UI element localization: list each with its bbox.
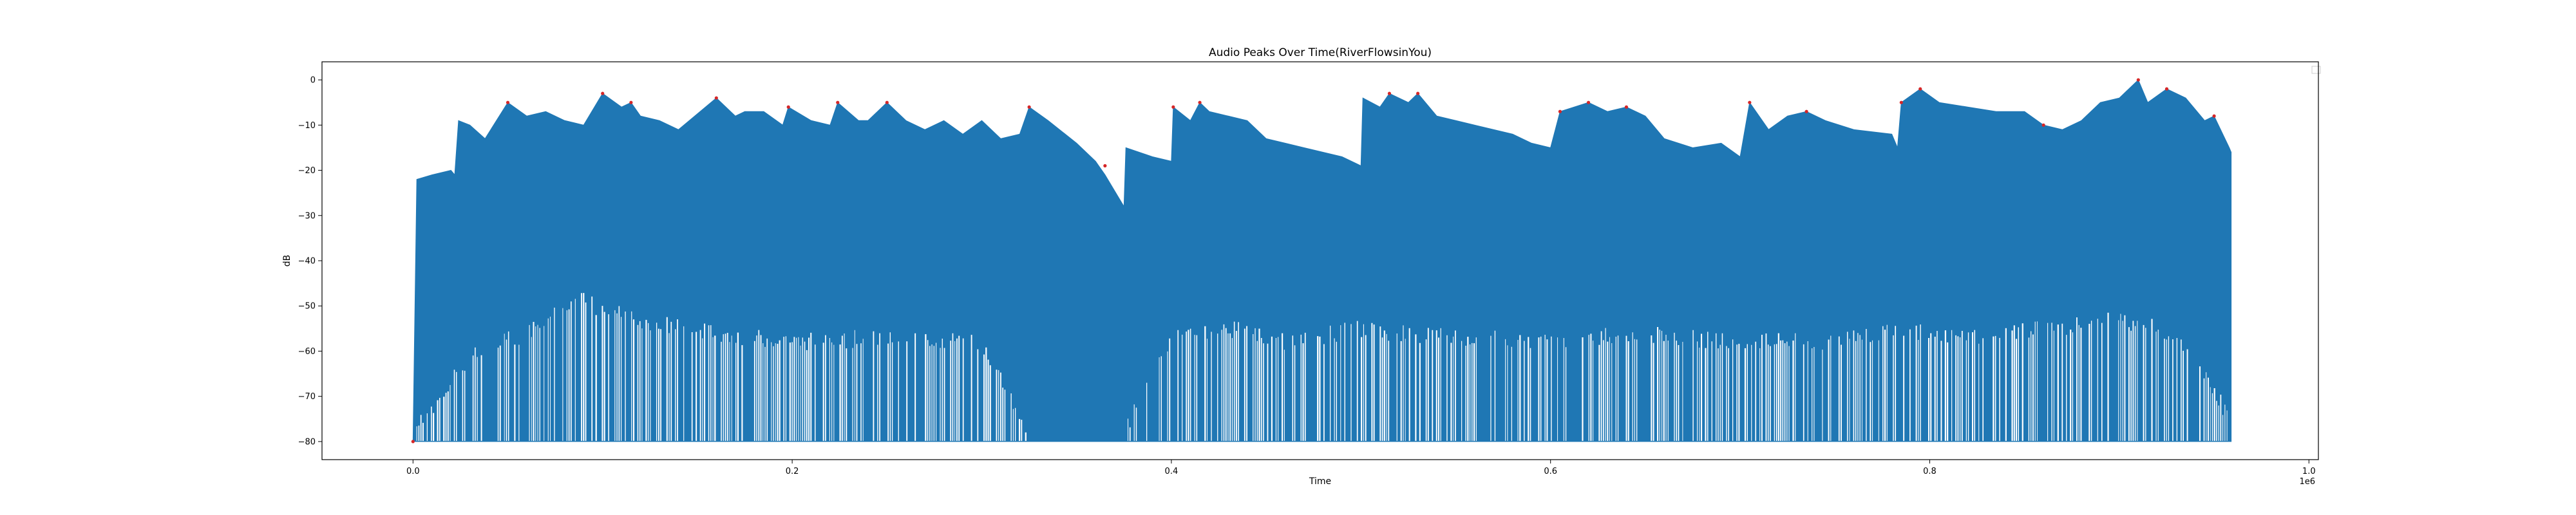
peak-marker [2164,87,2169,91]
y-tick-label: −80 [298,437,316,447]
y-tick-label: −70 [298,392,316,402]
peak-marker [629,100,633,104]
y-tick-label: 0 [310,76,316,86]
signal-gaps [416,293,2228,441]
plot-frame [321,61,2319,460]
y-tick-label: −10 [298,121,316,131]
x-axis: 0.0 0.2 0.4 0.6 0.8 1.0 [406,460,2316,476]
x-tick-label: 0.0 [406,467,420,476]
peak-marker [2041,123,2045,127]
peak-marker [1103,164,1107,168]
peak-marker [1198,100,1202,104]
peak-marker [506,100,510,104]
peak-marker [1027,105,1031,109]
x-tick-label: 1.0 [2302,467,2316,476]
x-tick-label: 0.8 [1923,467,1937,476]
y-axis-label: dB [282,255,292,267]
chart-title: Audio Peaks Over Time(RiverFlowsinYou) [1209,46,1432,59]
peak-marker [601,91,605,95]
peak-marker [714,96,718,100]
peak-marker [1899,100,1903,104]
peak-marker [1416,91,1420,95]
y-tick-label: −20 [298,166,316,176]
legend-box [2311,66,2321,74]
peak-marker [786,105,790,109]
y-tick-label: −50 [298,302,316,312]
peak-marker [2136,78,2140,82]
plot-area [411,78,2232,444]
peak-marker [1387,91,1392,95]
y-tick-label: −60 [298,347,316,357]
peak-markers [411,78,2216,444]
peak-marker [1558,109,1562,113]
x-tick-label: 0.2 [786,467,799,476]
peak-marker [2212,114,2216,118]
peak-marker [1804,109,1808,113]
peak-marker [411,440,415,444]
y-tick-label: −40 [298,257,316,267]
y-axis: 0 −10 −20 −30 −40 −50 −60 −70 −80 [298,76,322,447]
peak-marker [1748,100,1752,104]
peak-marker [1918,87,1922,91]
x-axis-label: Time [1309,476,1331,487]
peak-marker [1624,105,1629,109]
peak-marker [836,100,840,104]
peak-marker [1171,105,1175,109]
x-tick-label: 0.6 [1544,467,1557,476]
x-tick-label: 0.4 [1165,467,1179,476]
peak-marker [1586,100,1591,104]
peak-marker [885,100,889,104]
y-tick-label: −30 [298,211,316,221]
x-offset-label: 1e6 [2299,477,2315,487]
